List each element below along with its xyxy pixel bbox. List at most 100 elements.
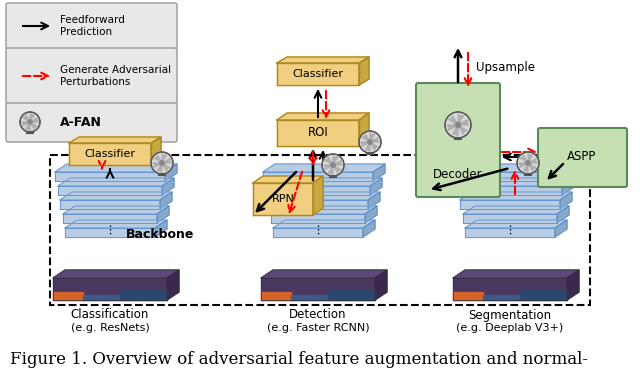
Text: RPN: RPN [271,194,294,204]
Circle shape [20,112,40,132]
Text: Segmentation: Segmentation [468,308,552,321]
Polygon shape [30,114,35,122]
Polygon shape [365,206,377,223]
Polygon shape [162,159,172,163]
Polygon shape [55,172,165,181]
Polygon shape [263,172,373,181]
Polygon shape [65,228,155,237]
Polygon shape [557,206,569,223]
Circle shape [526,161,530,165]
Polygon shape [325,157,333,165]
Text: Classifier: Classifier [292,69,344,79]
Polygon shape [253,176,323,183]
Polygon shape [458,120,469,125]
Polygon shape [520,290,567,300]
Polygon shape [154,155,162,163]
Polygon shape [55,164,177,172]
Polygon shape [153,163,162,167]
Polygon shape [455,164,577,172]
Polygon shape [560,192,572,209]
Polygon shape [452,125,458,136]
Polygon shape [370,133,374,142]
Polygon shape [63,214,157,223]
Polygon shape [63,206,169,214]
Polygon shape [449,115,458,125]
Polygon shape [455,172,565,181]
Polygon shape [313,176,323,215]
Polygon shape [363,220,375,237]
Polygon shape [271,206,377,214]
Polygon shape [562,178,574,195]
Polygon shape [30,122,37,129]
Polygon shape [151,137,161,165]
Polygon shape [69,137,161,143]
Polygon shape [162,163,170,171]
Polygon shape [483,295,520,300]
Polygon shape [458,178,574,186]
Polygon shape [465,220,567,228]
Circle shape [322,154,344,176]
Text: (e.g. Faster RCNN): (e.g. Faster RCNN) [267,323,369,333]
Text: Feedforward
Prediction: Feedforward Prediction [60,15,125,37]
FancyBboxPatch shape [6,48,177,104]
Polygon shape [162,178,174,195]
Circle shape [151,152,173,174]
Polygon shape [447,125,458,130]
Polygon shape [359,57,369,85]
Polygon shape [277,57,369,63]
Polygon shape [328,290,375,300]
Circle shape [456,123,461,127]
Polygon shape [528,163,536,171]
Polygon shape [333,165,341,173]
Polygon shape [273,220,375,228]
Polygon shape [30,118,38,122]
Polygon shape [26,122,30,130]
Text: Detection: Detection [289,308,347,321]
Polygon shape [266,178,382,186]
Text: Upsample: Upsample [476,61,535,73]
Circle shape [331,163,335,167]
Text: Generate Adversarial
Perturbations: Generate Adversarial Perturbations [60,65,171,87]
Polygon shape [324,165,333,170]
Polygon shape [463,214,557,223]
Polygon shape [370,138,380,142]
Polygon shape [370,142,378,150]
Text: (e.g. ResNets): (e.g. ResNets) [70,323,149,333]
Circle shape [359,131,381,153]
Polygon shape [291,295,328,300]
Polygon shape [60,200,160,209]
Polygon shape [53,292,83,300]
Polygon shape [277,113,369,120]
Text: Decoder: Decoder [433,168,483,182]
Polygon shape [60,192,172,200]
Polygon shape [261,270,387,278]
FancyBboxPatch shape [6,3,177,49]
Circle shape [445,112,471,138]
Polygon shape [333,156,338,165]
Polygon shape [53,278,167,300]
Polygon shape [465,228,555,237]
Polygon shape [120,290,167,300]
Polygon shape [524,163,528,172]
Polygon shape [162,154,166,163]
Polygon shape [65,220,167,228]
Polygon shape [263,164,385,172]
Polygon shape [22,122,30,126]
Polygon shape [555,220,567,237]
Polygon shape [333,161,342,165]
Polygon shape [370,178,382,195]
Polygon shape [155,220,167,237]
Circle shape [160,161,164,165]
Polygon shape [167,270,179,300]
Text: Backbone: Backbone [126,229,194,241]
Polygon shape [567,270,579,300]
Polygon shape [69,143,151,165]
Polygon shape [528,159,538,163]
Polygon shape [253,183,313,215]
Polygon shape [165,164,177,181]
Polygon shape [58,186,162,195]
Polygon shape [271,214,365,223]
Polygon shape [261,278,375,300]
Polygon shape [458,125,467,135]
Polygon shape [373,164,385,181]
